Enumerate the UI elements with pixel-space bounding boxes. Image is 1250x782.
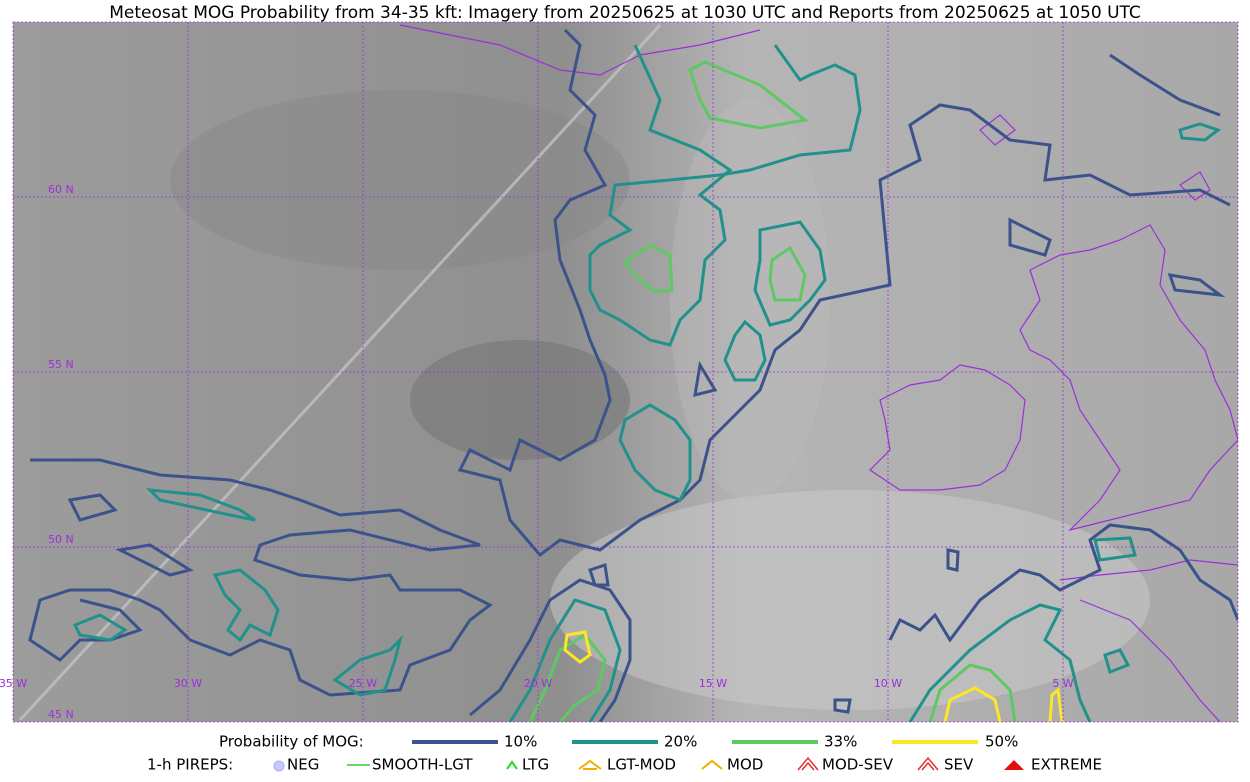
lon-label: 5 W (1052, 677, 1073, 690)
bright-region (670, 100, 830, 500)
lon-label: 35 W (0, 677, 27, 690)
mog-contours (28, 28, 1238, 722)
lon-label: 25 W (349, 677, 377, 690)
dark-region (170, 90, 630, 270)
contours-50 (563, 630, 1064, 722)
legend-label: 10% (504, 733, 537, 751)
lon-label: 20 W (524, 677, 552, 690)
contrail (18, 23, 662, 722)
lat-label: 50 N (48, 533, 74, 546)
pirep-symbol (273, 760, 285, 772)
lat-label: 55 N (48, 358, 74, 371)
legend-label: 33% (824, 733, 857, 751)
legend-label: 20% (664, 733, 697, 751)
legend-title: Probability of MOG: (219, 733, 364, 751)
legend-label: SEV (944, 756, 974, 774)
dark-region (410, 340, 630, 460)
legend-label: LGT-MOD (607, 756, 676, 774)
legend-label: 50% (985, 733, 1018, 751)
legend-label: MOD (727, 756, 763, 774)
legend-label: MOD-SEV (822, 756, 894, 774)
lon-label: 30 W (174, 677, 202, 690)
legend-label: NEG (287, 756, 319, 774)
lon-label: 10 W (874, 677, 902, 690)
pirep-symbol (917, 756, 939, 771)
legend-label: LTG (522, 756, 549, 774)
pirep-symbol (797, 756, 819, 771)
map-border (12, 21, 1239, 723)
graticule: 60 N 55 N 50 N 45 N 35 W 30 W 25 W 20 W … (0, 21, 1239, 723)
bright-region (550, 490, 1150, 710)
title: Meteosat MOG Probability from 34-35 kft:… (109, 3, 1141, 23)
contours-33 (528, 60, 1017, 722)
lon-label: 15 W (699, 677, 727, 690)
pirep-symbol (701, 759, 723, 770)
pirep-symbol (578, 759, 602, 770)
pirep-symbol (506, 760, 518, 770)
legend-title: 1-h PIREPS: (147, 756, 233, 774)
legend-label: EXTREME (1031, 756, 1102, 774)
pirep-symbol (1004, 760, 1024, 770)
lat-label: 45 N (48, 708, 74, 721)
legend-label: SMOOTH-LGT (372, 756, 473, 774)
contours-20 (72, 44, 1222, 722)
lat-label: 60 N (48, 183, 74, 196)
legend: Probability of MOG: 10% 20% 33% 50% 1-h … (147, 733, 1102, 774)
